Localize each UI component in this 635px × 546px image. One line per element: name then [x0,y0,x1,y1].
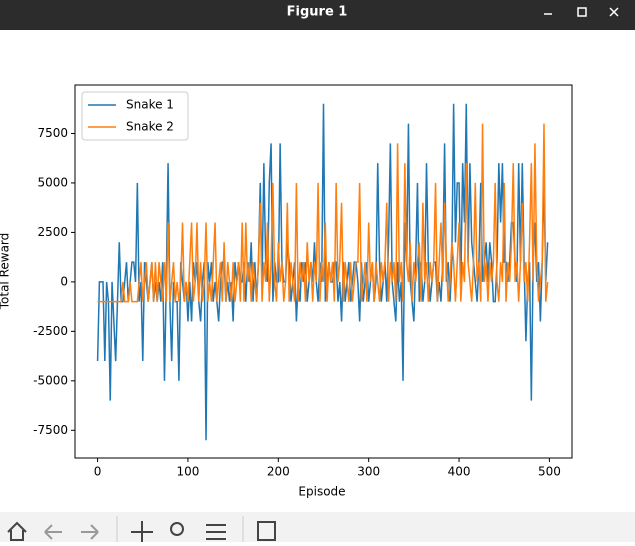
series-line [96,103,549,441]
x-tick-label: 300 [357,465,380,479]
x-tick-label: 500 [538,465,561,479]
y-tick-label: -5000 [33,373,68,387]
y-axis-label: Total Reward [0,233,12,311]
home-button[interactable] [7,521,27,541]
configure-button[interactable] [206,524,226,540]
toolbar [0,512,635,542]
pan-button[interactable] [131,521,153,542]
close-button[interactable] [609,7,619,17]
window-title: Figure 1 [287,5,348,20]
back-button[interactable] [44,524,62,540]
title-bar [0,0,635,30]
y-tick-label: 0 [60,274,68,288]
save-button[interactable] [257,521,276,541]
forward-button[interactable] [81,524,99,540]
toolbar-icons [7,521,276,542]
x-tick-label: 100 [177,465,200,479]
y-tick-label: -7500 [33,423,68,437]
x-axis-label: Episode [298,485,345,499]
x-tick-label: 0 [94,465,102,479]
zoom-button[interactable] [170,522,184,536]
maximize-button[interactable] [577,7,587,17]
x-tick-label: 200 [267,465,290,479]
y-tick-label: -2500 [33,324,68,338]
x-tick-label: 400 [448,465,471,479]
plot-frame [74,84,573,459]
legend-label: Snake 2 [126,120,174,134]
y-tick-label: 5000 [37,175,68,189]
legend-label: Snake 1 [126,98,174,112]
y-tick-label: 7500 [37,126,68,140]
y-tick-label: 2500 [37,225,68,239]
series-line [97,123,549,303]
legend-box [81,91,189,141]
